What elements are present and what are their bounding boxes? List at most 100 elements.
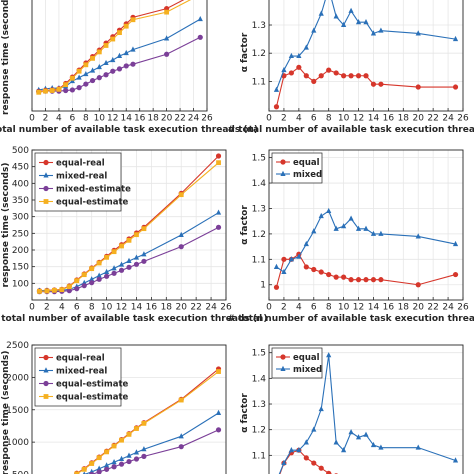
data-point <box>126 257 132 263</box>
x-tick-label: 6 <box>70 114 76 124</box>
data-point <box>326 207 332 214</box>
data-point <box>126 452 132 458</box>
x-tick-label: 8 <box>326 303 332 313</box>
data-point <box>370 277 377 283</box>
data-point <box>89 67 96 73</box>
data-point <box>333 13 339 19</box>
data-point <box>96 49 102 55</box>
data-point <box>81 272 87 278</box>
data-point <box>123 23 129 29</box>
series-group <box>36 153 222 295</box>
legend-label: mixed <box>293 170 322 180</box>
legend-marker <box>43 367 49 373</box>
x-tick-label: 6 <box>74 303 80 313</box>
data-point <box>116 66 123 72</box>
x-tick-label: 20 <box>176 303 188 313</box>
x-tick-label: 2 <box>281 303 287 313</box>
x-tick-label: 22 <box>174 114 185 124</box>
data-point <box>164 35 170 41</box>
data-point <box>130 61 136 67</box>
data-point <box>126 458 132 465</box>
data-point <box>141 420 147 426</box>
data-point <box>104 449 110 455</box>
x-axis-title: # total number of available task executi… <box>0 125 258 135</box>
legend-marker <box>43 380 49 387</box>
legend-label: equal-estimate <box>56 393 129 403</box>
data-point <box>110 68 116 74</box>
data-point <box>96 63 102 70</box>
tick-marks <box>268 24 464 111</box>
chart-panel-c: 0 2 4 6 8 10 12 14 16 18 20 22 24 2610015020025030035… <box>0 146 267 324</box>
data-point <box>119 437 124 443</box>
data-point <box>117 30 122 36</box>
data-point <box>303 439 309 445</box>
data-point <box>104 254 110 260</box>
y-tick-label: 1.3 <box>252 204 266 214</box>
y-tick-label: 250 <box>12 229 29 239</box>
y-tick-label: 1.3 <box>252 21 266 31</box>
data-point <box>355 225 362 231</box>
x-tick-label: 8 <box>83 114 89 124</box>
data-point <box>96 469 102 474</box>
data-point <box>311 78 317 84</box>
x-tick-label: 2 <box>44 303 50 313</box>
y-tick-label: 1.4 <box>252 179 267 189</box>
data-point <box>141 453 147 459</box>
legend: equal mixed <box>271 152 323 184</box>
data-point <box>355 18 362 25</box>
y-tick-label: 450 <box>12 163 29 173</box>
data-point <box>333 274 339 280</box>
x-tick-label: 10 <box>101 303 113 313</box>
legend: equal-real mixed-real equal-estimate equal-… <box>34 347 129 407</box>
grid-lines <box>269 352 463 456</box>
data-point <box>110 56 116 63</box>
axes-frame <box>31 149 227 301</box>
data-point <box>452 271 459 278</box>
data-point <box>96 260 102 266</box>
legend-marker <box>280 354 286 360</box>
data-point <box>69 75 75 81</box>
data-point <box>178 397 184 403</box>
x-tick-label: 24 <box>442 303 454 313</box>
data-point <box>288 447 294 453</box>
data-point <box>341 447 347 453</box>
data-point <box>118 455 125 461</box>
chart-panel-d: 0 2 4 6 8 10 12 14 16 18 20 22 24 2611.11.21.31.41.5#… <box>228 149 474 324</box>
data-point <box>363 431 369 437</box>
data-point <box>104 462 110 468</box>
data-point <box>378 444 384 450</box>
legend-label: mixed-estimate <box>56 185 131 195</box>
tick-marks <box>32 344 35 443</box>
data-point <box>89 471 95 474</box>
data-point <box>415 233 421 239</box>
data-point <box>83 62 89 68</box>
data-point <box>378 230 384 236</box>
x-tick-label: 18 <box>398 114 410 124</box>
data-point <box>326 470 332 474</box>
x-tick-label: 16 <box>134 114 146 124</box>
data-point <box>197 34 203 40</box>
y-tick-label: 300 <box>12 213 29 223</box>
data-point <box>178 244 184 250</box>
x-tick-label: 10 <box>338 303 350 313</box>
data-point <box>111 459 117 465</box>
data-point <box>111 464 117 470</box>
data-point <box>133 254 140 260</box>
tick-marks <box>31 108 208 111</box>
tick-marks <box>268 157 464 300</box>
data-point <box>123 49 129 56</box>
data-point <box>103 59 109 66</box>
x-tick-label: 8 <box>89 303 95 313</box>
data-point <box>111 443 117 449</box>
series-group <box>36 0 203 95</box>
x-tick-label: 12 <box>353 114 364 124</box>
y-tick-label: 1.4 <box>252 374 267 384</box>
data-point <box>415 444 421 450</box>
data-point <box>273 104 280 110</box>
data-point <box>415 30 421 36</box>
data-point <box>311 460 317 466</box>
data-point <box>96 465 102 471</box>
legend-label: equal <box>293 353 320 363</box>
data-point <box>348 73 354 79</box>
data-point <box>341 73 347 79</box>
